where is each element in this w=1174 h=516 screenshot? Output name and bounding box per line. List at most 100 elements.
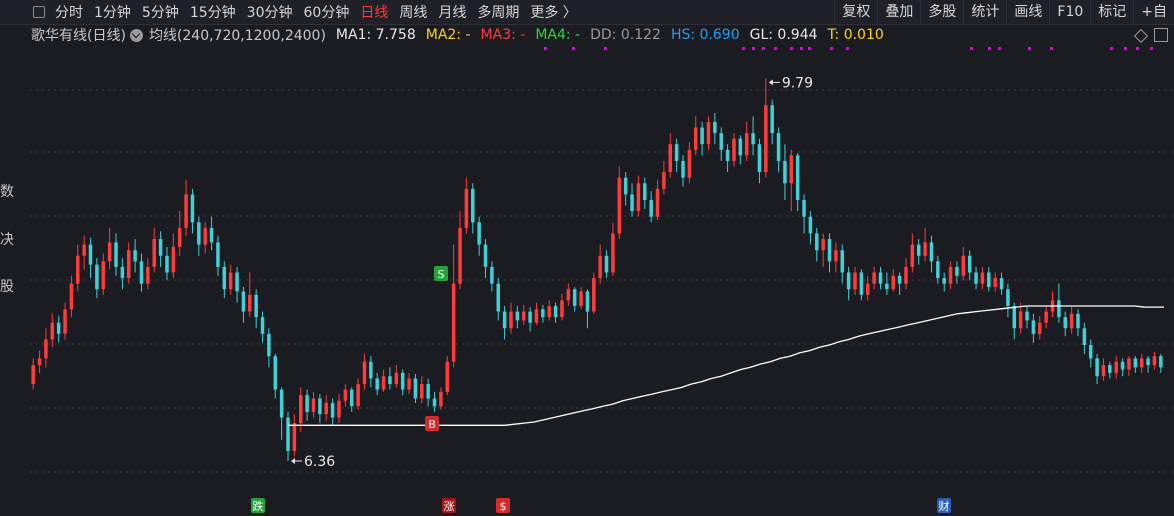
period-tab-1[interactable]: 1分钟 [94, 5, 131, 21]
candle-body-40 [286, 417, 290, 451]
period-tab-10[interactable]: 更多 〉 [530, 5, 577, 21]
candle-body-46 [324, 403, 328, 415]
candle-body-155 [1018, 311, 1023, 329]
candle-body-117 [776, 133, 781, 161]
candle-body-52 [362, 361, 367, 385]
candle-body-30 [222, 266, 227, 290]
candle-body-85 [572, 289, 577, 306]
marker-badge-3 [442, 498, 456, 513]
gl-value: GL: 0.944 [749, 27, 818, 43]
candle-body-115 [764, 105, 768, 173]
candle-body-97 [649, 200, 653, 217]
candle-body-41 [292, 423, 297, 451]
candle-body-31 [228, 272, 233, 290]
candle-body-89 [598, 255, 602, 279]
side-label-1: 数 [0, 184, 14, 200]
tool-button-2[interactable]: 多股 [920, 0, 963, 24]
tool-button-4[interactable]: 画线 [1006, 0, 1049, 24]
dd-value: DD: 0.122 [590, 27, 661, 43]
period-tab-0[interactable]: 分时 [55, 5, 83, 21]
candle-body-77 [521, 311, 526, 321]
signal-dot-6 [774, 47, 777, 50]
marker-text-4: $ [500, 500, 507, 513]
candle-body-8 [82, 244, 86, 256]
candle-body-88 [592, 278, 596, 312]
candle-body-156 [1025, 311, 1029, 321]
period-tab-9[interactable]: 多周期 [477, 5, 520, 21]
marker-text-5: 财 [939, 499, 950, 513]
indicator-name[interactable]: 均线(240,720,1200,2400) [148, 28, 326, 44]
candle-body-149 [980, 272, 985, 284]
period-tab-6[interactable]: 日线 [360, 5, 389, 21]
candle-body-71 [483, 244, 488, 267]
signal-dot-7 [790, 47, 793, 50]
candle-body-73 [496, 283, 501, 312]
candle-body-28 [209, 227, 214, 243]
candle-body-108 [719, 133, 723, 150]
candle-body-138 [910, 244, 915, 267]
candle-body-129 [853, 272, 857, 290]
settings-gear-icon[interactable] [129, 28, 143, 42]
candle-body-165 [1082, 328, 1087, 345]
maximize-icon[interactable] [1154, 28, 1168, 42]
signal-dot-20 [1150, 47, 1153, 50]
candle-body-128 [846, 272, 851, 290]
stock-name[interactable]: 歌华有线(日线) [31, 28, 126, 44]
candle-body-126 [834, 250, 838, 262]
candle-body-74 [502, 311, 507, 329]
period-tab-5[interactable]: 60分钟 [303, 5, 350, 21]
candle-body-177 [1159, 356, 1163, 368]
candle-body-147 [967, 255, 972, 273]
toggle-checkbox[interactable] [33, 6, 45, 18]
candle-body-86 [579, 291, 583, 306]
candle-body-158 [1038, 322, 1042, 334]
candle-body-25 [190, 194, 195, 223]
signal-dot-10 [830, 47, 833, 50]
indicator-legend: 歌华有线(日线) 均线(240,720,1200,2400) MA1: 7.75… [0, 24, 1174, 46]
candle-body-90 [604, 255, 609, 273]
tool-button-0[interactable]: 复权 [834, 0, 877, 24]
candle-body-67 [458, 227, 462, 284]
tool-button-3[interactable]: 统计 [963, 0, 1006, 24]
candle-body-51 [356, 384, 360, 407]
candle-body-53 [369, 361, 373, 379]
candle-body-173 [1133, 358, 1138, 368]
candle-body-118 [783, 160, 787, 184]
candle-body-23 [177, 227, 182, 247]
period-tab-7[interactable]: 周线 [399, 5, 428, 21]
period-tab-3[interactable]: 15分钟 [189, 5, 236, 21]
high-annotation-label: 9.79 [782, 75, 813, 91]
period-tab-4[interactable]: 30分钟 [246, 5, 293, 21]
candle-body-132 [872, 272, 876, 284]
low-annotation-label: 6.36 [304, 454, 335, 470]
candle-body-84 [566, 289, 571, 301]
candle-body-113 [751, 133, 755, 145]
period-tab-8[interactable]: 月线 [438, 5, 467, 21]
candle-body-32 [235, 272, 239, 292]
candle-body-162 [1063, 317, 1068, 329]
ma2-value: MA2: - [425, 27, 471, 43]
signal-dot-19 [1136, 47, 1139, 50]
period-tab-2[interactable]: 5分钟 [141, 5, 179, 21]
tool-button-7[interactable]: +自 [1133, 0, 1174, 24]
candle-body-78 [528, 311, 532, 323]
tool-button-6[interactable]: 标记 [1090, 0, 1133, 24]
candle-body-37 [267, 333, 271, 357]
candle-body-167 [1095, 358, 1099, 377]
candle-body-112 [744, 133, 749, 156]
candle-body-148 [974, 272, 978, 284]
candle-body-66 [451, 283, 456, 362]
candle-body-39 [279, 389, 284, 418]
candle-body-121 [802, 200, 806, 217]
candle-body-139 [916, 244, 921, 256]
candle-body-7 [76, 255, 80, 284]
candle-body-26 [197, 222, 201, 245]
candle-body-170 [1114, 361, 1118, 373]
tool-button-1[interactable]: 叠加 [877, 0, 920, 24]
candle-body-12 [107, 242, 112, 262]
candle-body-24 [184, 194, 188, 228]
candle-body-93 [623, 177, 628, 195]
tool-button-5[interactable]: F10 [1049, 0, 1090, 24]
candle-body-87 [585, 291, 590, 312]
